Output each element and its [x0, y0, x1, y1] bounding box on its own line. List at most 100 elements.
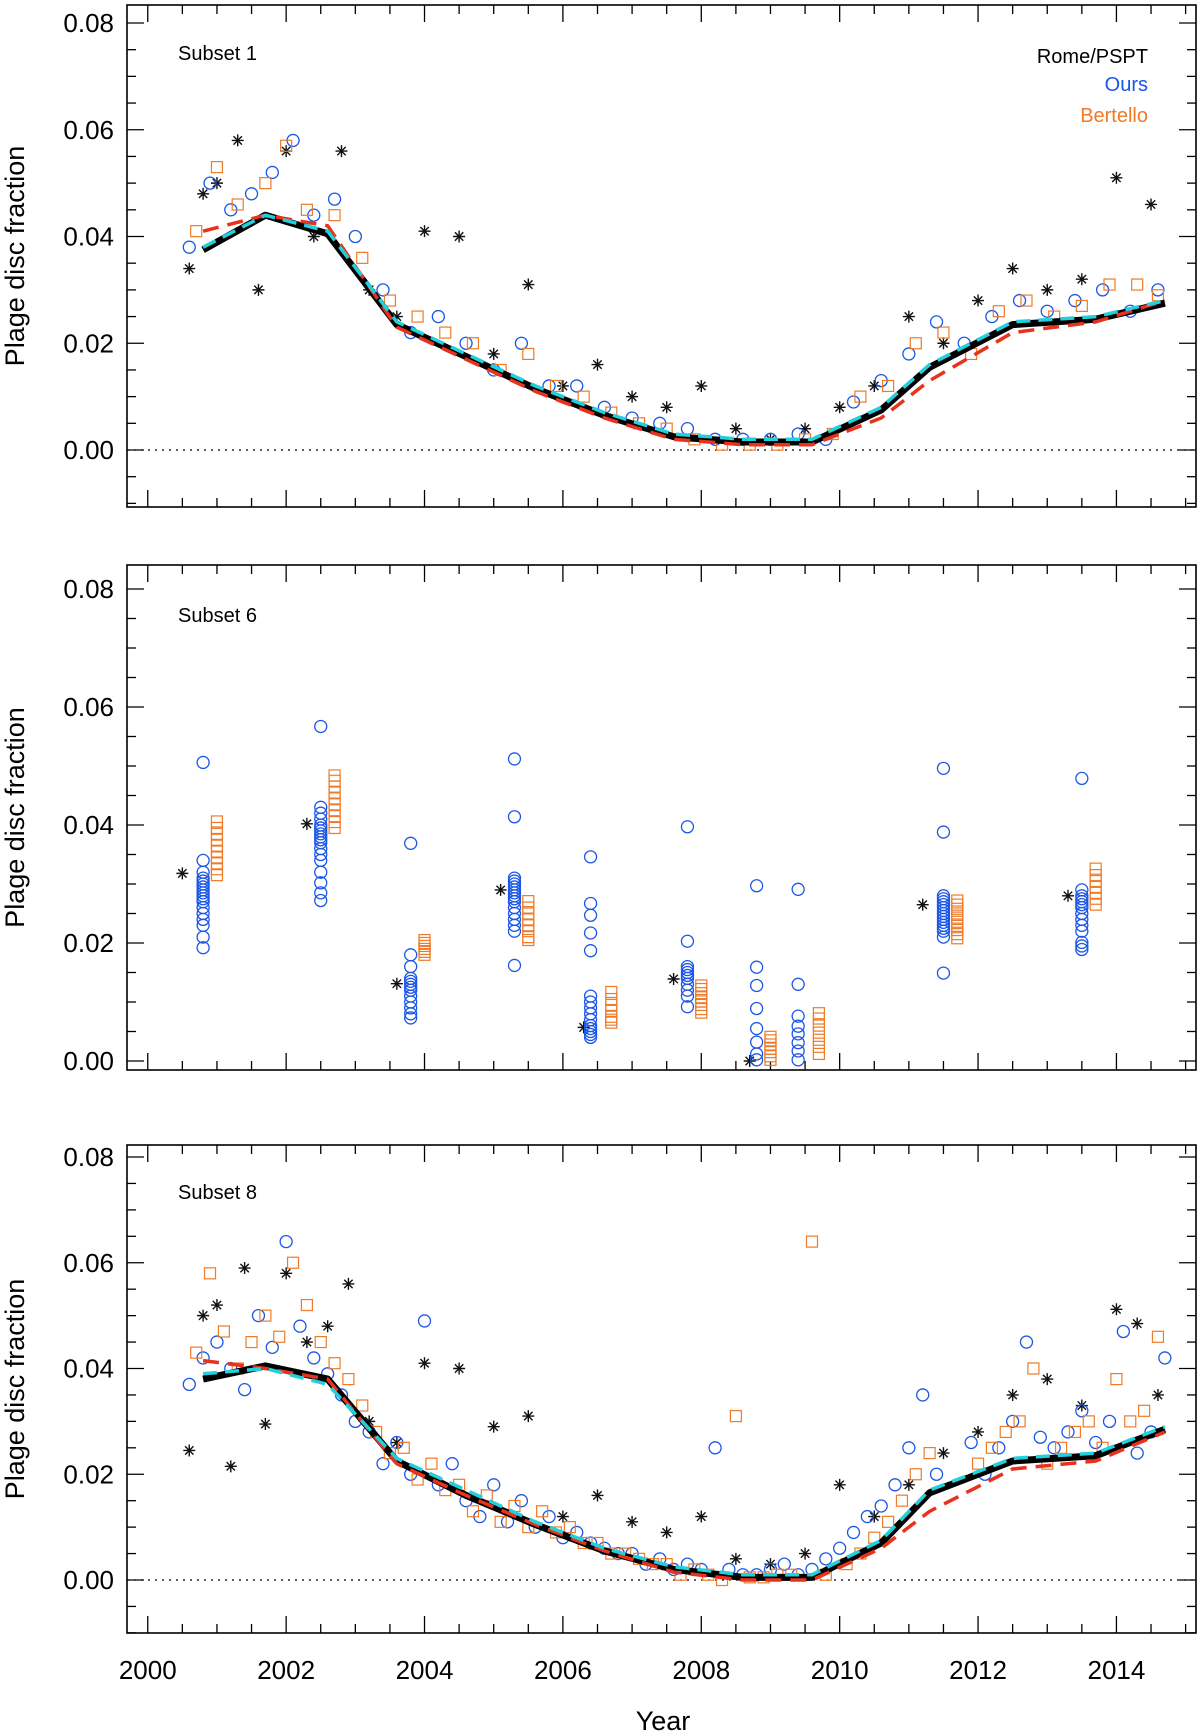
rome-pspt-point: [1006, 1388, 1019, 1401]
y-tick-label: 0.06: [63, 1248, 114, 1278]
rome-pspt-point: [729, 1552, 742, 1565]
ours-point: [210, 1335, 224, 1349]
x-tick-label: 2004: [396, 1655, 454, 1685]
ours-point: [196, 912, 210, 927]
rome-pspt-point: [1075, 273, 1088, 286]
bertello-point: [937, 326, 950, 339]
ours-point: [182, 1377, 196, 1392]
rome-pspt-point: [1041, 1373, 1054, 1386]
ours-point: [929, 1467, 944, 1481]
bertello-point: [764, 1042, 777, 1055]
ours-point: [1047, 1441, 1061, 1455]
rome-pspt-point: [183, 1444, 196, 1457]
ours-point: [791, 1027, 805, 1041]
ours-point: [314, 827, 328, 841]
ours-point: [314, 865, 328, 879]
y-tick-label: 0.00: [63, 1565, 114, 1595]
rome-pspt-point: [937, 337, 950, 350]
rome-pspt-point: [729, 422, 742, 435]
y-tick-label: 0.06: [63, 692, 114, 722]
rome-pspt-point: [695, 379, 708, 392]
bertello-point: [522, 933, 535, 947]
rome-pspt-point: [660, 1526, 673, 1539]
rome-pspt-point: [833, 1478, 846, 1491]
bertello-point: [356, 1399, 369, 1412]
bertello-point: [314, 1335, 327, 1349]
rome-pspt-point: [522, 278, 535, 291]
rome-pspt-point: [453, 230, 466, 243]
ours-point: [1130, 1446, 1144, 1460]
ours-point: [936, 761, 951, 776]
ours-point: [431, 309, 446, 324]
rome-pspt-point: [916, 898, 929, 911]
ours-point: [1075, 892, 1089, 906]
rome-pspt-point: [1131, 1317, 1144, 1330]
bertello-point: [563, 1521, 576, 1534]
y-tick-label: 0.02: [63, 328, 114, 358]
panel-title: Subset 6: [178, 605, 257, 627]
rome-pspt-point: [390, 977, 403, 990]
ours-point: [902, 1441, 916, 1455]
panel-subset-6: 0.00 0.02 0.04 0.06 0.08 Plage disc fraction S…: [0, 564, 1197, 1076]
ours-point: [417, 1314, 432, 1328]
ours-point: [314, 847, 328, 862]
rome-pspt-point: [522, 1410, 535, 1423]
ours-point: [680, 934, 695, 948]
bertello-point: [812, 1026, 826, 1039]
ours-point: [680, 968, 695, 983]
plot-frame: [126, 4, 1197, 508]
bertello-point: [764, 1030, 777, 1043]
rome-pspt-point: [176, 867, 189, 880]
bertello-point: [217, 1325, 230, 1338]
bertello-point: [695, 1002, 708, 1016]
rome-pspt-point: [799, 1547, 812, 1560]
bertello-point: [1020, 294, 1033, 307]
ours-point: [680, 989, 695, 1003]
ours-point: [1012, 293, 1027, 308]
rome-pspt-point: [556, 1510, 569, 1523]
ours-point: [196, 930, 210, 944]
y-tick-label: 0.08: [63, 1142, 114, 1172]
rome-pspt-point: [902, 1478, 915, 1491]
ours-point: [902, 347, 916, 361]
rome-pspt-point: [937, 1447, 950, 1460]
bertello-point: [286, 1256, 300, 1269]
ours-point: [819, 1552, 833, 1566]
bertello-point: [951, 923, 964, 937]
bertello-point: [259, 177, 272, 190]
bertello-point: [1068, 1425, 1082, 1439]
rome-pspt-point: [487, 1420, 500, 1433]
ours-point: [327, 192, 342, 206]
bertello-point: [1131, 278, 1144, 291]
bertello-point: [854, 390, 867, 403]
y-tick-label: 0.04: [63, 222, 114, 252]
ours-point: [846, 1525, 861, 1540]
rome-pspt-point: [335, 145, 348, 158]
ours-point: [964, 1435, 978, 1450]
ours-point: [251, 1308, 266, 1323]
rome-pspt-point: [224, 1460, 237, 1473]
y-tick-label: 0.00: [63, 435, 114, 465]
bertello-point: [923, 1446, 936, 1460]
plot-frame: [126, 564, 1197, 1071]
ours-point: [1075, 918, 1089, 932]
bertello-point: [1013, 1415, 1026, 1428]
rome-pspt-point: [626, 390, 639, 403]
rome-pspt-point: [300, 817, 313, 830]
rome-pspt-point: [1041, 283, 1054, 296]
ours-point: [791, 977, 805, 991]
bertello-point: [695, 982, 708, 996]
rome-pspt-point: [363, 1415, 376, 1428]
ours-point: [507, 924, 522, 938]
ours-point: [182, 240, 196, 254]
bertello-point: [695, 998, 708, 1012]
bertello-point: [245, 1335, 258, 1349]
ours-point: [777, 1557, 791, 1571]
ours-point: [791, 882, 805, 896]
ours-point: [1075, 771, 1089, 786]
ours-point: [196, 941, 210, 955]
bertello-point: [300, 1298, 313, 1312]
bertello-point: [1082, 1415, 1095, 1428]
rome-pspt-point: [418, 225, 431, 238]
